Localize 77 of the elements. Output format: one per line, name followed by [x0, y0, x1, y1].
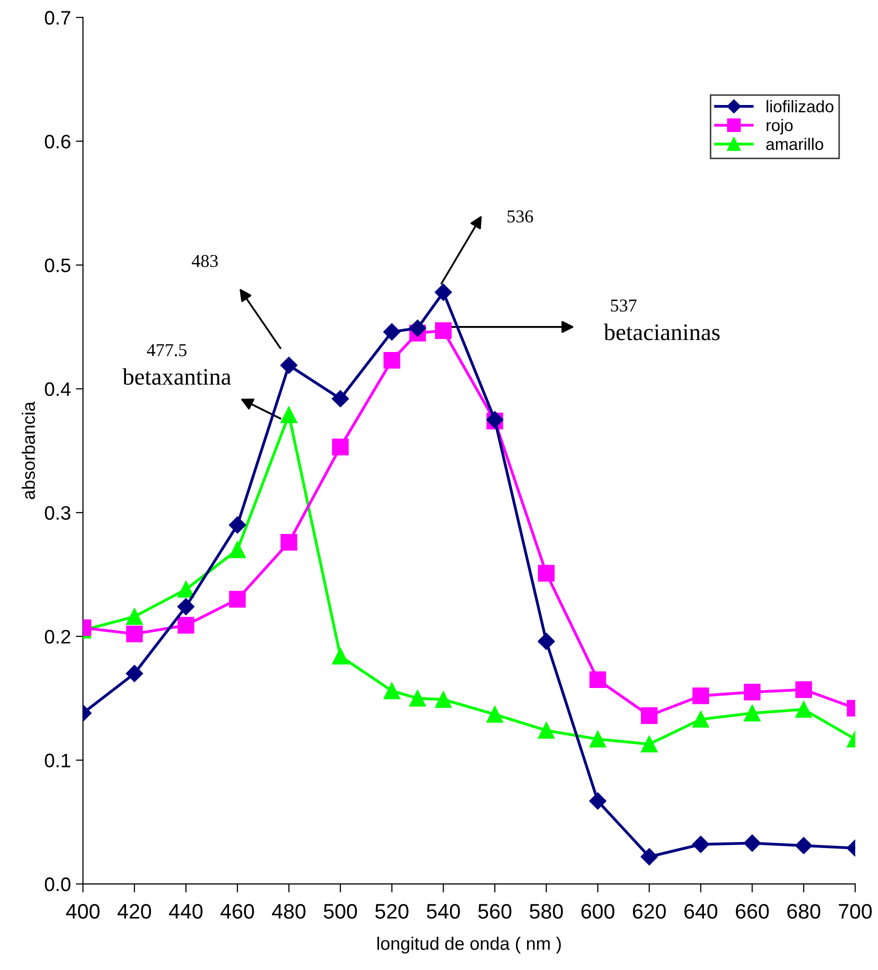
point	[177, 598, 194, 616]
x-tick-label: 460	[220, 904, 254, 919]
point	[409, 320, 426, 337]
point	[126, 608, 143, 625]
point	[589, 730, 606, 748]
y-tick-label: 0.7	[44, 10, 70, 25]
point	[178, 616, 194, 634]
x-tick-label: 420	[118, 904, 152, 919]
point	[280, 406, 298, 424]
x-tick-label: 440	[169, 904, 202, 919]
x-tick-label: 400	[66, 904, 100, 919]
point	[538, 632, 555, 650]
point	[384, 352, 400, 369]
point	[692, 710, 710, 728]
point	[795, 837, 812, 854]
y-tick-label: 0.4	[44, 382, 71, 396]
x-tick-label: 680	[787, 904, 820, 919]
point	[640, 848, 658, 866]
point	[692, 836, 710, 853]
point	[332, 390, 349, 408]
point	[383, 323, 400, 340]
point	[228, 516, 246, 534]
legend-label: rojo	[766, 118, 793, 135]
point	[589, 671, 606, 688]
point	[795, 681, 812, 698]
x-tick-label: 600	[581, 904, 614, 919]
annotation: 477.5	[146, 344, 186, 356]
point	[409, 690, 426, 707]
y-tick-label: 0.6	[44, 134, 70, 148]
x-tick-label: 580	[530, 904, 563, 919]
point	[538, 722, 555, 739]
x-tick-label: 640	[684, 904, 718, 919]
point	[280, 356, 298, 374]
point	[126, 626, 143, 642]
x-tick-label: 560	[478, 904, 512, 919]
y-axis-title: absorbancia	[22, 402, 36, 500]
point	[744, 684, 761, 700]
y-tick-label: 0.1	[44, 754, 70, 768]
point	[384, 682, 400, 700]
y-tick-label: 0.2	[44, 630, 70, 644]
y-tick-label: 0.5	[44, 258, 70, 272]
point	[280, 534, 298, 551]
x-axis-title: longitud de onda ( nm )	[377, 936, 561, 954]
point	[744, 834, 761, 852]
annotation: 483	[192, 254, 218, 268]
point	[435, 322, 452, 339]
point	[744, 704, 761, 722]
x-tick-label: 480	[272, 904, 306, 919]
point	[434, 284, 452, 301]
point	[795, 701, 812, 718]
annotation: betaxantina	[122, 368, 232, 385]
x-tick-label: 700	[838, 904, 872, 919]
point	[435, 691, 452, 708]
y-tick-label: 0.3	[44, 506, 70, 520]
point	[640, 707, 658, 724]
point	[332, 438, 349, 456]
point	[692, 687, 710, 704]
point	[178, 581, 194, 598]
annotation: 536	[508, 210, 534, 223]
point	[332, 648, 349, 665]
point	[486, 706, 504, 723]
x-tick-label: 520	[375, 904, 408, 919]
annotation: 537	[611, 300, 637, 312]
point	[538, 564, 555, 582]
x-tick-label: 500	[324, 904, 357, 919]
point	[229, 541, 246, 558]
point	[229, 590, 246, 608]
x-tick-label: 620	[632, 904, 666, 919]
x-tick-label: 660	[736, 904, 769, 919]
point	[640, 736, 658, 752]
legend-label: amarillo	[766, 138, 824, 150]
x-tick-label: 540	[426, 904, 460, 919]
legend-label: liofilizado	[766, 100, 834, 112]
point	[589, 792, 606, 810]
y-tick-label: 0.0	[44, 877, 70, 892]
annotation: betacianinas	[604, 324, 720, 340]
point	[126, 664, 144, 682]
